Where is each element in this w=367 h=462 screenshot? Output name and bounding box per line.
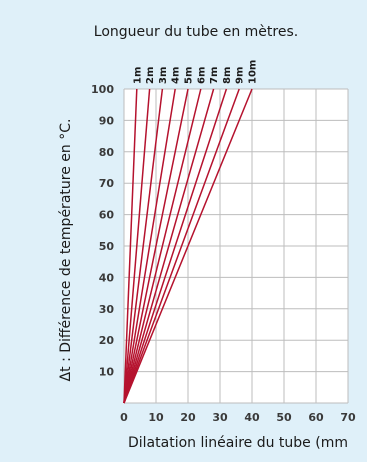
x-tick-labels: 0 10 20 30 40 50 60 70 [120, 411, 356, 424]
series-line-3m [123, 88, 164, 404]
series-line-9m [123, 88, 240, 404]
x-tick-label: 10 [148, 411, 164, 424]
y-tick-label: 60 [99, 209, 115, 222]
series-labels: 1m 2m 3m 4m 5m 6m 7m 8m 9m 10m [132, 60, 258, 84]
series-lines [123, 88, 253, 404]
y-tick-label: 20 [99, 334, 115, 347]
series-label-9m: 9m [235, 67, 246, 84]
x-tick-label: 0 [120, 411, 128, 424]
x-tick-label: 40 [244, 411, 260, 424]
series-line-8m [123, 88, 228, 404]
y-tick-label: 70 [99, 177, 115, 190]
y-tick-label: 100 [91, 83, 114, 96]
series-line-6m [123, 88, 202, 404]
x-tick-label: 50 [276, 411, 292, 424]
y-tick-labels: 10 20 30 40 50 60 70 80 90 100 [91, 83, 114, 379]
series-line-4m [123, 88, 176, 404]
series-line-7m [123, 88, 215, 404]
series-label-1m: 1m [132, 67, 143, 84]
series-label-3m: 3m [158, 67, 169, 84]
series-label-4m: 4m [171, 67, 182, 84]
x-tick-label: 70 [340, 411, 356, 424]
series-label-7m: 7m [209, 67, 220, 84]
y-tick-label: 40 [99, 271, 115, 284]
x-tick-label: 20 [180, 411, 196, 424]
series-label-5m: 5m [184, 67, 195, 84]
series-label-8m: 8m [222, 67, 233, 84]
series-line-2m [123, 88, 151, 404]
x-tick-label: 60 [308, 411, 324, 424]
x-tick-label: 30 [212, 411, 228, 424]
series-label-6m: 6m [196, 67, 207, 84]
chart-title: Longueur du tube en mètres. [94, 24, 298, 40]
y-tick-label: 50 [99, 240, 115, 253]
y-tick-label: 90 [99, 114, 115, 127]
y-tick-label: 80 [99, 146, 115, 159]
series-label-10m: 10m [248, 60, 259, 84]
y-tick-label: 30 [99, 303, 115, 316]
series-line-1m [123, 88, 138, 404]
x-axis-label: Dilatation linéaire du tube (mm [128, 435, 348, 451]
series-line-5m [123, 88, 189, 404]
y-axis-label: Δt : Différence de température en °C. [58, 119, 74, 382]
series-label-2m: 2m [145, 67, 156, 84]
series-line-10m [123, 88, 253, 404]
y-tick-label: 10 [99, 366, 115, 379]
